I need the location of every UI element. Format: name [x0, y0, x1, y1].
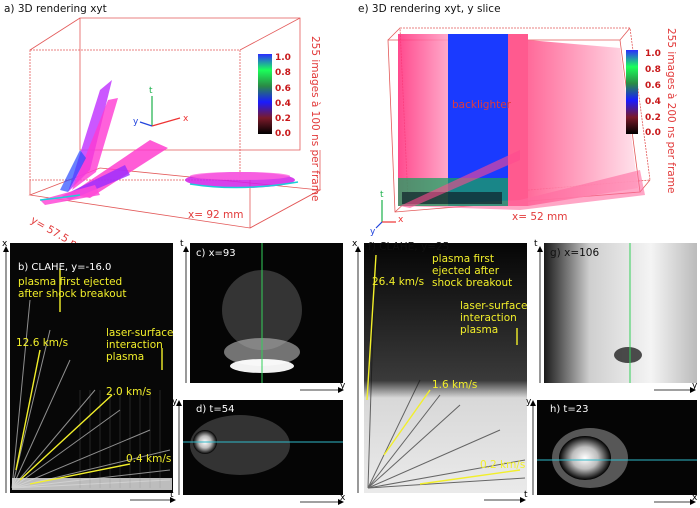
- panel-e-colorbar: 1.0 0.8 0.6 0.4 0.2 0.0: [626, 49, 661, 138]
- panel-e-cbar-tick: 0.2: [645, 113, 661, 123]
- panel-f-streaks: [367, 259, 526, 489]
- panel-c-axis-t: t: [180, 239, 184, 249]
- panel-e-frames-label: 255 images à 200 ns per frame: [665, 28, 677, 193]
- panel-f-speed-1: 26.4 km/s: [372, 276, 424, 288]
- panel-e-cbar-tick: 0.8: [645, 65, 661, 75]
- panel-f-annot-laser-1: laser-surface: [460, 300, 528, 312]
- panel-g-axes: t y: [534, 239, 698, 393]
- panel-a-cbar-tick: 0.8: [275, 68, 291, 78]
- panel-a-cbar-tick: 0.0: [275, 129, 291, 139]
- panel-a-x-extent: x= 92 mm: [188, 209, 244, 221]
- panel-b-speed-2: 2.0 km/s: [106, 386, 151, 398]
- panel-e-backlighter-label: backlighter: [452, 99, 512, 111]
- panel-e-title: e) 3D rendering xyt, y slice: [358, 3, 501, 15]
- panel-b-speed-lines: [15, 268, 163, 485]
- panel-d-axis-x: x: [340, 493, 346, 503]
- panel-e-3d-rendering: e) 3D rendering xyt, y slice backlighter…: [358, 3, 677, 237]
- panel-b-title: b) CLAHE, y=-16.0: [18, 262, 111, 273]
- panel-f-speed-3: 0.2 km/s: [480, 459, 525, 471]
- panel-a-axis-t: t: [149, 86, 153, 96]
- panel-g-axis-y: y: [692, 381, 698, 391]
- panel-a-cbar-tick: 0.2: [275, 114, 291, 124]
- panel-a-axis-triad: t x y: [133, 86, 189, 127]
- panel-a-title: a) 3D rendering xyt: [4, 3, 107, 15]
- panel-e-rendering-volume: backlighter: [398, 34, 645, 210]
- panel-e-cbar-tick: 0.4: [645, 97, 661, 107]
- panel-b-speed-3: 0.4 km/s: [126, 453, 171, 465]
- panel-e-cbar-tick: 0.0: [645, 128, 661, 138]
- panel-b-clahe-slice: b) CLAHE, y=-16.0 plasma first ejected a…: [2, 239, 176, 503]
- panel-f-annot-plasma-2: ejected after: [432, 265, 500, 277]
- panel-b-axis-x: x: [2, 239, 8, 249]
- panel-a-axis-y: y: [133, 117, 139, 127]
- panel-b-annot-laser-1: laser-surface: [106, 327, 174, 339]
- panel-h-axes: y x: [526, 397, 698, 505]
- panel-f-title: f) CLAHE, y=25: [368, 241, 449, 253]
- panel-e-axis-x: x: [398, 215, 404, 225]
- panel-c-axis-y: y: [340, 381, 346, 391]
- panel-d-axis-y: y: [172, 397, 178, 407]
- panel-g-axis-t: t: [534, 239, 538, 249]
- panel-h-slice: h) t=23 y x: [526, 397, 698, 505]
- panel-f-speed-lines: [366, 254, 521, 485]
- panel-d-title: d) t=54: [196, 404, 234, 415]
- panel-g-slice: g) x=106 t y: [534, 239, 698, 393]
- panel-a-cbar-tick: 1.0: [275, 53, 291, 63]
- panel-b-axis-t: t: [170, 490, 174, 500]
- panel-f-annot-plasma-1: plasma first: [432, 253, 494, 265]
- panel-c-axes: t y: [180, 239, 346, 393]
- panel-a-frames-label: 255 images à 100 ns per frame: [309, 36, 321, 201]
- panel-e-cbar-tick: 1.0: [645, 49, 661, 59]
- panel-f-annot-plasma-3: shock breakout: [432, 277, 512, 289]
- panel-a-cbar-tick: 0.6: [275, 84, 291, 94]
- panel-b-annot-plasma-1: plasma first ejected: [18, 276, 122, 288]
- panel-c-slice: c) x=93 t y: [180, 239, 346, 393]
- panel-a-cbar-tick: 0.4: [275, 99, 291, 109]
- panel-f-axis-x: x: [352, 239, 358, 249]
- panel-h-title: h) t=23: [550, 404, 588, 415]
- panel-b-speed-1: 12.6 km/s: [16, 337, 68, 349]
- panel-f-annot-laser-2: interaction: [460, 312, 517, 324]
- panel-f-axes: x t: [352, 239, 528, 503]
- panel-h-axis-y: y: [526, 397, 532, 407]
- panel-b-axes: x t: [2, 239, 176, 503]
- panel-b-annot-plasma-2: after shock breakout: [18, 288, 126, 300]
- panel-e-axis-t: t: [380, 190, 384, 200]
- panel-e-axis-y: y: [370, 227, 376, 237]
- panel-a-3d-rendering: a) 3D rendering xyt: [4, 3, 322, 257]
- panel-a-colorbar: 1.0 0.8 0.6 0.4 0.2 0.0: [258, 53, 291, 139]
- panel-c-title: c) x=93: [196, 248, 236, 259]
- panel-e-axis-triad: t x y: [370, 190, 404, 237]
- panel-a-plasma-rendering: [39, 80, 299, 205]
- panel-d-axes: y x: [172, 397, 346, 505]
- panel-b-annot-laser-2: interaction: [106, 339, 163, 351]
- panel-b-annot-laser-3: plasma: [106, 351, 144, 363]
- panel-g-title: g) x=106: [550, 247, 599, 259]
- panel-e-cbar-tick: 0.6: [645, 81, 661, 91]
- panel-f-annot-laser-3: plasma: [460, 324, 498, 336]
- panel-f-axis-t: t: [524, 490, 528, 500]
- panel-f-clahe-slice: f) CLAHE, y=25 26.4 km/s plasma first ej…: [352, 239, 528, 503]
- panel-d-slice: d) t=54 y x: [172, 397, 346, 505]
- panel-f-speed-2: 1.6 km/s: [432, 379, 477, 391]
- panel-a-axis-x: x: [183, 114, 189, 124]
- panel-h-axis-x: x: [692, 493, 698, 503]
- panel-e-x-extent: x= 52 mm: [512, 211, 568, 223]
